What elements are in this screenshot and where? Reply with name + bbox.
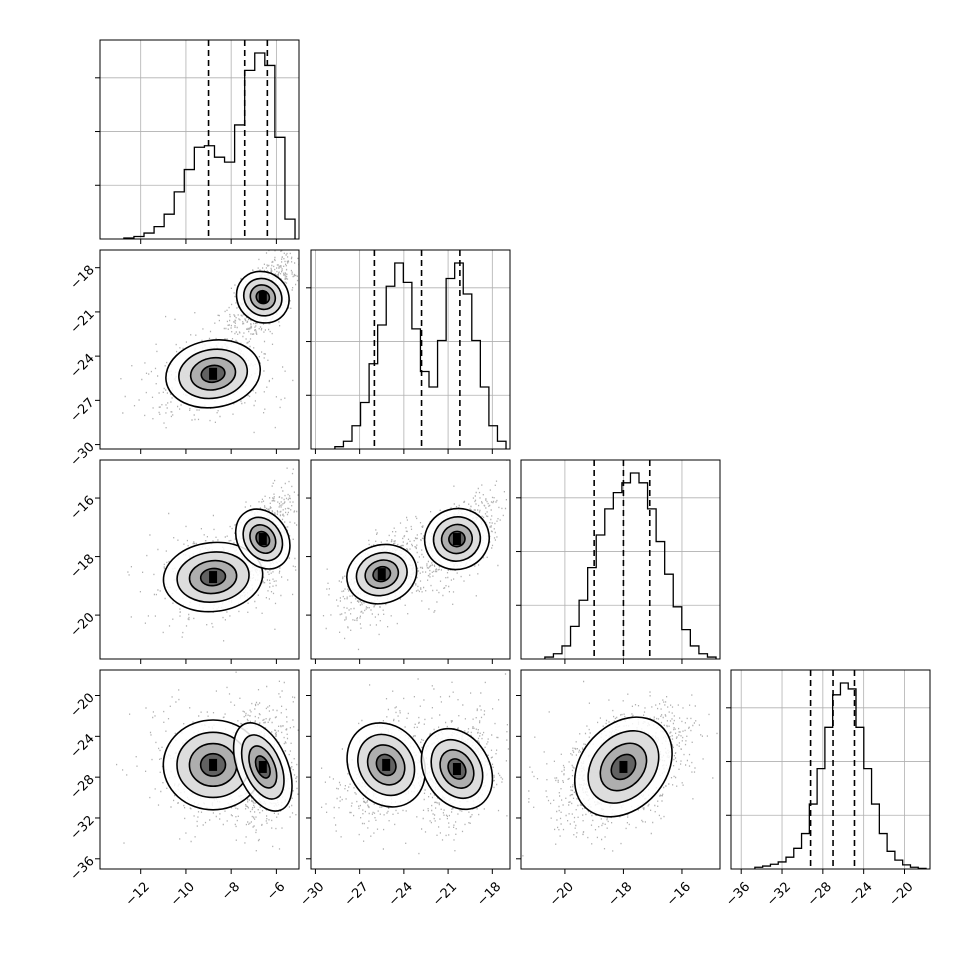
hist-4-grid (731, 670, 930, 869)
panel-1-4-xtick-label: −10 (168, 879, 198, 909)
panel-1-2-ytick-label: −21 (68, 307, 98, 337)
panel-1-4-ytick-label: −20 (68, 691, 98, 721)
panel-2-4-frame (310, 669, 511, 870)
hist-4-xtick-label: −28 (805, 879, 835, 909)
panel-1-2-ytick-label: −27 (68, 395, 98, 425)
panel-1-2-plot (120, 250, 299, 434)
panel-1-4-density-peak (209, 758, 218, 771)
panel-1-4-ytick-label: −28 (68, 772, 98, 802)
panel-3-4-xtick-label: −18 (605, 879, 635, 909)
hist-2-frame (310, 249, 511, 450)
panel-2-3-scatter-points (322, 460, 510, 651)
panel-2-3-density-peak (377, 568, 386, 581)
hist-4-xtick-label: −20 (887, 879, 917, 909)
hist-1-step-line (123, 52, 296, 239)
panel-1-3-density-peak (209, 571, 218, 584)
panel-2-4-xtick-label: −21 (430, 879, 460, 909)
panel-1-3-ytick-label: −18 (68, 552, 98, 582)
panel-1-4-xtick-label: −8 (219, 879, 243, 903)
panel-3-4-xtick-label: −16 (664, 879, 694, 909)
panel-3-4-plot (522, 680, 718, 857)
panel-1-4-frame (99, 669, 300, 870)
panel-1-3-frame (99, 459, 300, 660)
panel-1-4-xtick-label: −6 (264, 879, 288, 903)
panel-1-3-plot (127, 467, 299, 642)
hist-3-step-line (544, 472, 717, 659)
hist-4-xtick-label: −36 (723, 879, 753, 909)
panel-1-2-ytick-label: −18 (68, 263, 98, 293)
panel-1-2-frame (99, 249, 300, 450)
panel-2-4-xtick-label: −24 (386, 879, 416, 909)
panel-1-4-plot (116, 671, 299, 852)
panel-3-4-density-peak (619, 760, 628, 773)
panel-2-3-frame (310, 459, 511, 660)
panel-1-2-density-peak (258, 291, 267, 304)
hist-4-step-line (754, 682, 927, 870)
panel-3-4-frame (520, 669, 721, 870)
panel-2-4-xtick-label: −27 (342, 879, 372, 909)
panel-1-4-ytick-label: −24 (68, 731, 98, 761)
panel-1-2-density-peak (209, 367, 218, 380)
hist-2-grid (311, 250, 510, 449)
panel-2-4-density-peak (452, 762, 461, 775)
panel-2-4-plot (321, 673, 509, 855)
panel-1-4-ytick-label: −32 (68, 813, 98, 843)
panel-3-4-xtick-label: −20 (547, 879, 577, 909)
hist-2-step-line (334, 262, 507, 449)
hist-4-xtick-label: −24 (846, 879, 876, 909)
hist-3-frame (520, 459, 721, 660)
panel-1-3-ytick-label: −20 (68, 610, 98, 640)
panel-2-3-density-peak (452, 533, 461, 546)
panel-2-4-xtick-label: −18 (474, 879, 504, 909)
panel-1-3-ytick-label: −16 (68, 493, 98, 523)
panel-1-3-density-peak (258, 533, 267, 546)
panel-2-4-xtick-label: −30 (297, 879, 327, 909)
panel-1-4-ytick-label: −36 (68, 854, 98, 884)
hist-1-frame (99, 39, 300, 240)
panel-1-2-ytick-label: −24 (68, 351, 98, 381)
panel-1-4-xtick-label: −12 (123, 879, 153, 909)
panel-1-2-scatter-points (120, 250, 299, 434)
hist-4-xtick-label: −32 (764, 879, 794, 909)
panel-1-2-ytick-label: −30 (68, 440, 98, 470)
panel-1-4-density-peak (258, 760, 267, 773)
hist-4-frame (730, 669, 931, 870)
panel-2-4-density-peak (382, 758, 391, 771)
hist-1-grid (100, 40, 299, 239)
panel-2-3-plot (322, 460, 510, 651)
